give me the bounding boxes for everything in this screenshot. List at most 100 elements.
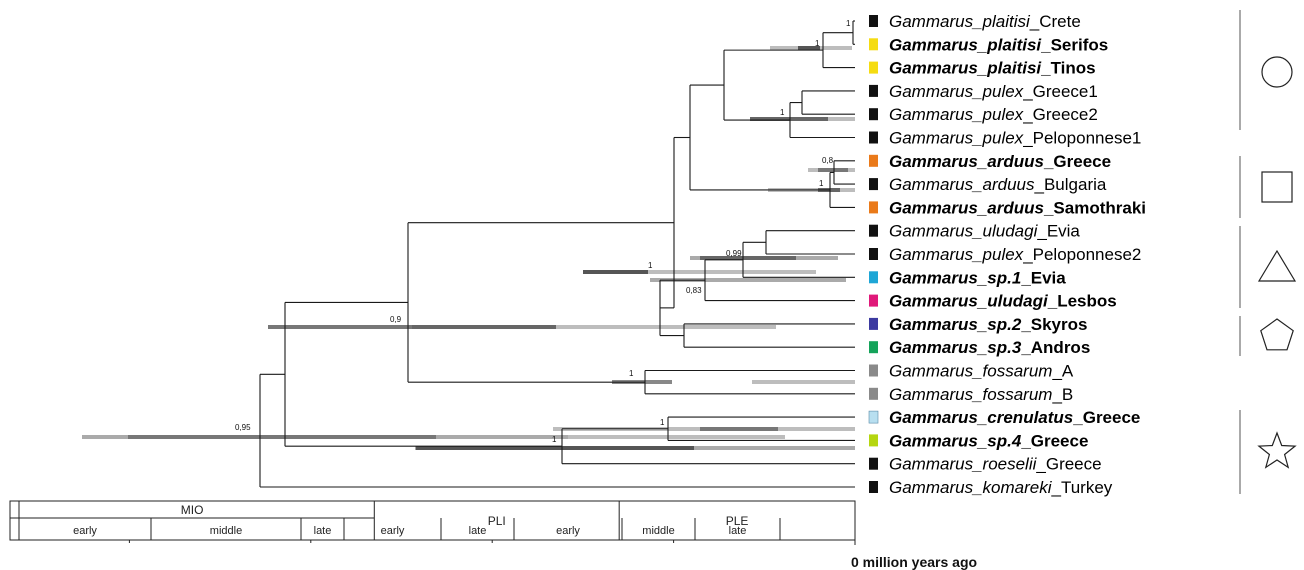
taxon-species: _sp.1 xyxy=(977,268,1021,287)
taxon-color-marker xyxy=(869,38,878,51)
taxon-color-marker xyxy=(869,457,878,470)
taxon-genus: Gammarus xyxy=(889,129,974,148)
taxon-species: _fossarum xyxy=(971,385,1052,404)
support-value: 0,83 xyxy=(686,286,702,295)
tree-branches xyxy=(259,20,855,488)
taxon-locality: _Turkey xyxy=(1051,478,1113,497)
subdivision-label: middle xyxy=(642,525,674,537)
taxon-species: _pulex xyxy=(971,82,1024,101)
taxon-species: _sp.3 xyxy=(977,338,1022,357)
taxon-species: _crenulatus xyxy=(977,408,1073,427)
taxon-genus: Gammarus xyxy=(889,245,974,264)
taxon-genus: Gammarus xyxy=(889,455,974,474)
taxon-label: Gammarus_uludagi_Lesbos xyxy=(889,292,1117,311)
taxon-label: Gammarus_sp.1_Evia xyxy=(889,268,1066,287)
taxon-label: Gammarus_pulex_Peloponnese2 xyxy=(889,245,1141,264)
taxon-genus: Gammarus xyxy=(889,268,978,287)
subdivision-label: middle xyxy=(210,525,242,537)
taxon-genus: Gammarus xyxy=(889,338,978,357)
taxon-locality: _Greece2 xyxy=(1022,105,1098,124)
taxon-genus: Gammarus xyxy=(889,175,974,194)
taxon-labels: Gammarus_plaitisi_CreteGammarus_plaitisi… xyxy=(868,12,1146,497)
taxon-color-marker xyxy=(869,61,878,74)
geologic-timescale: EOCOLIMIOPLIPLEearlymiddlelateearlylatee… xyxy=(9,500,977,570)
support-value: 1 xyxy=(815,39,820,48)
taxon-label: Gammarus_sp.3_Andros xyxy=(889,338,1090,357)
taxon-species: _uludagi xyxy=(977,292,1049,311)
taxon-species: _sp.4 xyxy=(977,431,1022,450)
taxon-genus: Gammarus xyxy=(889,35,978,54)
taxon-color-marker xyxy=(869,294,878,307)
subdivision-label: early xyxy=(73,525,97,537)
pentagon-icon xyxy=(1260,318,1294,351)
age-bar xyxy=(700,256,796,260)
taxon-locality: _Evia xyxy=(1036,222,1080,241)
age-bar xyxy=(798,46,820,50)
taxon-genus: Gammarus xyxy=(889,105,974,124)
taxon-label: Gammarus_crenulatus_Greece xyxy=(889,408,1140,427)
subdivision-label: late xyxy=(314,525,332,537)
taxon-species: _arduus xyxy=(971,175,1035,194)
taxon-species: _arduus xyxy=(977,152,1044,171)
taxon-label: Gammarus_uludagi_Evia xyxy=(889,222,1080,241)
taxon-locality: _Samothraki xyxy=(1043,198,1146,217)
support-value: 0,95 xyxy=(235,423,251,432)
taxon-genus: Gammarus xyxy=(889,385,974,404)
taxon-label: Gammarus_plaitisi_Tinos xyxy=(889,59,1096,78)
support-value: 1 xyxy=(660,418,665,427)
taxon-label: Gammarus_fossarum_B xyxy=(889,385,1073,404)
taxon-color-marker xyxy=(869,201,878,214)
star-icon xyxy=(1257,431,1297,469)
taxon-label: Gammarus_sp.4_Greece xyxy=(889,431,1088,450)
taxon-color-marker xyxy=(869,434,878,447)
support-value: 0,9 xyxy=(390,315,402,324)
taxon-genus: Gammarus xyxy=(889,59,978,78)
subdivision-label: late xyxy=(469,525,487,537)
taxon-locality: _Greece xyxy=(1035,455,1101,474)
taxon-color-marker xyxy=(869,364,878,377)
taxon-color-marker xyxy=(869,341,878,354)
taxon-genus: Gammarus xyxy=(889,315,978,334)
taxon-label: Gammarus_plaitisi_Crete xyxy=(889,12,1081,31)
taxon-genus: Gammarus xyxy=(889,198,978,217)
taxon-locality: _Serifos xyxy=(1040,35,1108,54)
taxon-color-marker xyxy=(869,84,878,97)
taxon-color-marker xyxy=(868,410,879,424)
taxon-genus: Gammarus xyxy=(889,292,978,311)
taxon-label: Gammarus_pulex_Peloponnese1 xyxy=(889,129,1141,148)
node-support-labels: 1 1 1 0,8 1 0,99 1 0,83 0,9 1 1 0,95 1 xyxy=(235,19,851,444)
age-bar xyxy=(416,446,694,450)
taxon-species: _plaitisi xyxy=(977,59,1043,78)
taxon-label: Gammarus_arduus_Samothraki xyxy=(889,198,1146,217)
taxon-color-marker xyxy=(869,131,878,144)
taxon-locality: _Evia xyxy=(1020,268,1066,287)
triangle-icon xyxy=(1257,249,1297,282)
taxon-locality: _A xyxy=(1051,362,1073,381)
taxon-locality: _Peloponnese1 xyxy=(1022,129,1141,148)
taxon-species: _pulex xyxy=(971,105,1024,124)
epoch-label: PLI xyxy=(488,514,506,528)
taxon-locality: _Greece xyxy=(1020,431,1088,450)
taxon-locality: _Bulgaria xyxy=(1034,175,1107,194)
axis-tick-label: 0 million years ago xyxy=(851,554,977,570)
taxon-genus: Gammarus xyxy=(889,478,974,497)
taxon-locality: _Crete xyxy=(1029,12,1081,31)
taxon-species: _plaitisi xyxy=(971,12,1031,31)
support-value: 1 xyxy=(629,369,634,378)
taxon-label: Gammarus_sp.2_Skyros xyxy=(889,315,1087,334)
support-value: 1 xyxy=(648,261,653,270)
subdivision-label: late xyxy=(729,525,747,537)
taxon-color-marker xyxy=(869,178,878,191)
taxon-color-marker xyxy=(869,224,878,237)
taxon-color-marker xyxy=(869,15,878,27)
age-bar xyxy=(700,427,778,431)
subdivision-label: early xyxy=(556,525,580,537)
taxon-label: Gammarus_komareki_Turkey xyxy=(889,478,1113,497)
support-value: 1 xyxy=(552,435,557,444)
taxon-species: _fossarum xyxy=(971,362,1052,381)
taxon-locality: _B xyxy=(1051,385,1073,404)
taxon-label: Gammarus_plaitisi_Serifos xyxy=(889,35,1108,54)
taxon-genus: Gammarus xyxy=(889,362,974,381)
taxon-locality: _Andros xyxy=(1020,338,1090,357)
